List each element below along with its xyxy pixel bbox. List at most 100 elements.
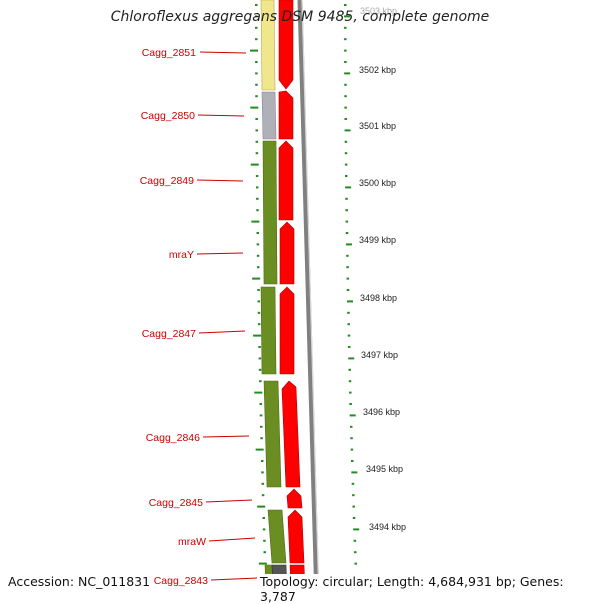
left-minor-tick — [257, 311, 261, 314]
right-minor-tick — [346, 266, 349, 269]
right-minor-tick — [348, 380, 352, 383]
left-minor-tick — [255, 175, 259, 177]
left-major-tick — [255, 448, 264, 451]
left-major-tick — [252, 277, 261, 280]
right-minor-tick — [351, 482, 355, 485]
left-minor-tick — [261, 471, 264, 474]
ruler-label: 3496 kbp — [363, 407, 400, 417]
accession-label: Accession: NC_011831 — [8, 574, 151, 589]
label-leader — [197, 114, 245, 117]
left-major-tick — [251, 220, 260, 223]
right-minor-tick — [344, 118, 347, 120]
gene-label: Cagg_2850 — [141, 110, 195, 122]
right-minor-tick — [347, 311, 350, 314]
cog-block — [263, 380, 282, 488]
label-leader — [202, 435, 250, 438]
right-minor-tick — [346, 277, 350, 280]
label-leader — [205, 499, 253, 503]
gene-label: Cagg_2843 — [154, 575, 208, 587]
gene-label: Cagg_2846 — [146, 432, 200, 444]
cog-block — [260, 286, 277, 375]
right-major-tick — [346, 300, 353, 303]
right-minor-tick — [352, 494, 355, 497]
right-minor-tick — [350, 460, 354, 462]
left-minor-tick — [255, 140, 259, 143]
left-minor-tick — [256, 266, 260, 269]
left-minor-tick — [256, 209, 259, 212]
left-minor-tick — [261, 482, 265, 485]
left-major-tick — [258, 562, 267, 565]
left-minor-tick — [255, 15, 258, 18]
left-major-tick — [253, 334, 262, 337]
gene-label: mraW — [178, 536, 206, 548]
right-minor-tick — [347, 334, 351, 337]
right-minor-tick — [352, 505, 355, 508]
left-minor-tick — [255, 26, 258, 29]
right-minor-tick — [346, 289, 350, 291]
ruler-label: 3502 kbp — [359, 65, 396, 75]
gene-arrow — [278, 0, 294, 90]
cog-block — [267, 509, 287, 564]
left-minor-tick — [258, 368, 262, 371]
label-leader — [208, 537, 256, 542]
cog-block — [262, 140, 278, 285]
label-leader — [196, 252, 244, 255]
left-minor-tick — [255, 72, 258, 75]
left-minor-tick — [258, 346, 261, 348]
right-minor-tick — [350, 448, 354, 451]
gene-arrow — [281, 380, 301, 488]
ruler-label: 3495 kbp — [366, 464, 403, 474]
genome-title: Chloroflexus aggregans DSM 9485, complet… — [110, 9, 490, 25]
left-minor-tick — [263, 539, 266, 542]
right-minor-tick — [344, 140, 348, 143]
right-minor-tick — [344, 152, 348, 155]
left-minor-tick — [256, 197, 259, 200]
label-leader — [199, 51, 247, 54]
right-major-tick — [349, 414, 356, 417]
right-minor-tick — [344, 38, 347, 41]
right-minor-tick — [349, 391, 352, 394]
left-minor-tick — [255, 118, 258, 120]
gene-label: Cagg_2851 — [142, 47, 196, 59]
right-minor-tick — [344, 61, 347, 63]
gene-label: mraY — [169, 249, 194, 261]
right-minor-tick — [344, 4, 347, 6]
left-major-tick — [250, 49, 259, 52]
right-major-tick — [348, 357, 355, 360]
ruler-label: 3503 kbp — [360, 6, 397, 16]
right-minor-tick — [347, 323, 350, 326]
right-tick-track — [344, 4, 362, 588]
right-minor-tick — [345, 209, 348, 212]
left-minor-tick — [255, 152, 259, 155]
backbone-arc-highlight — [301, 0, 320, 600]
right-minor-tick — [344, 106, 347, 109]
ruler-label: 3499 kbp — [359, 235, 396, 245]
right-minor-tick — [344, 163, 348, 166]
left-minor-tick — [261, 494, 265, 497]
left-minor-tick — [259, 414, 263, 417]
ruler-label: 3497 kbp — [361, 350, 398, 360]
right-minor-tick — [353, 539, 357, 542]
gene-arrow — [278, 140, 294, 221]
right-minor-tick — [349, 403, 352, 405]
left-minor-tick — [257, 300, 261, 303]
left-minor-tick — [260, 460, 264, 462]
right-major-tick — [345, 186, 352, 189]
left-major-tick — [250, 163, 259, 166]
right-minor-tick — [345, 232, 349, 234]
left-minor-tick — [258, 357, 262, 360]
right-minor-tick — [354, 562, 357, 565]
gene-label: Cagg_2849 — [140, 175, 194, 187]
right-minor-tick — [354, 551, 357, 554]
left-tick-track — [250, 4, 268, 588]
left-minor-tick — [257, 323, 261, 326]
ruler-label: 3500 kbp — [359, 178, 396, 188]
right-major-tick — [344, 72, 351, 75]
left-minor-tick — [256, 254, 260, 257]
right-major-tick — [344, 15, 351, 18]
right-minor-tick — [346, 254, 349, 257]
right-minor-tick — [345, 220, 349, 223]
right-major-tick — [344, 129, 351, 132]
label-leader — [198, 330, 246, 334]
gene-arrow — [286, 488, 303, 509]
